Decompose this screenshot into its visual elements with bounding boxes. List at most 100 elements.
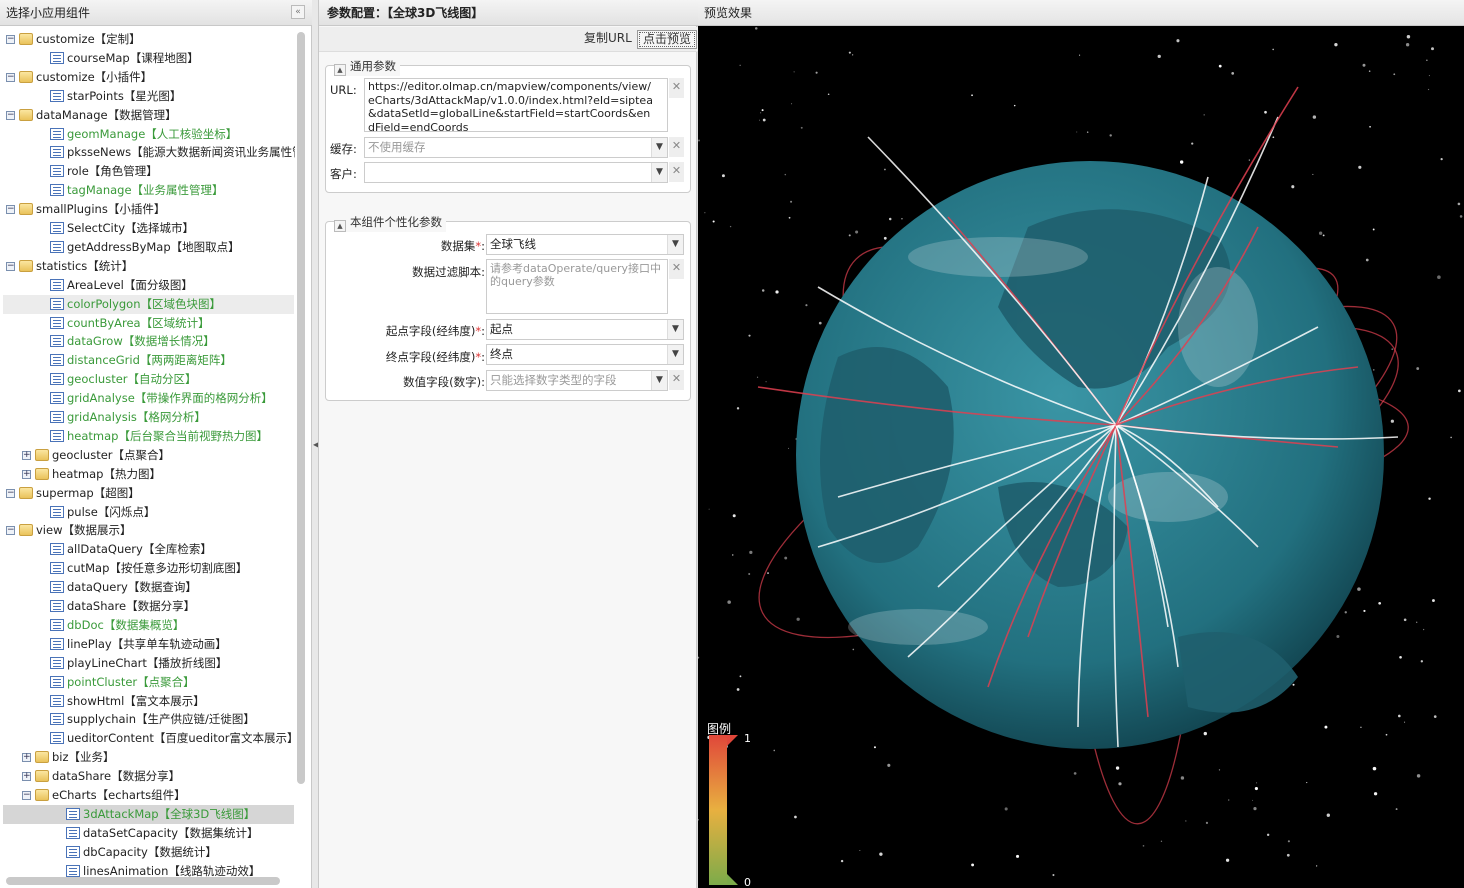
tree-folder[interactable]: + heatmap【热力图】 xyxy=(3,465,294,484)
star xyxy=(1218,64,1222,68)
globe-scene[interactable]: 图例 1 0 xyxy=(698,27,1464,888)
collapse-up-icon[interactable]: ▲ xyxy=(334,64,346,76)
star xyxy=(1306,782,1308,784)
tree-folder[interactable]: − supermap【超图】 xyxy=(3,484,294,503)
chevron-down-icon[interactable]: ▼ xyxy=(667,235,683,254)
panel-splitter[interactable]: ◀ xyxy=(312,0,320,888)
tree-folder[interactable]: − customize【小插件】 xyxy=(3,68,294,87)
tree-item[interactable]: dataShare【数据分享】 xyxy=(3,597,294,616)
tree-folder[interactable]: − dataManage【数据管理】 xyxy=(3,106,294,125)
tree-item[interactable]: cutMap【按任意多边形切割底图】 xyxy=(3,559,294,578)
tree-item[interactable]: pulse【闪烁点】 xyxy=(3,503,294,522)
expand-toggle-icon[interactable]: + xyxy=(22,771,31,782)
tree-item[interactable]: getAddressByMap【地图取点】 xyxy=(3,238,294,257)
tree-item[interactable]: allDataQuery【全库检索】 xyxy=(3,540,294,559)
tree-item[interactable]: SelectCity【选择城市】 xyxy=(3,219,294,238)
tree-folder[interactable]: + geocluster【点聚合】 xyxy=(3,446,294,465)
tree-item[interactable]: dbDoc【数据集概览】 xyxy=(3,616,294,635)
collapse-arrow-icon[interactable]: ◀ xyxy=(313,440,320,449)
tree-horizontal-scrollbar[interactable] xyxy=(6,877,280,885)
tree-item[interactable]: distanceGrid【两两距离矩阵】 xyxy=(3,351,294,370)
tree-folder[interactable]: − view【数据展示】 xyxy=(3,521,294,540)
end-field-select[interactable]: 终点 ▼ xyxy=(486,344,684,365)
tree-item[interactable]: pksseNews【能源大数据新闻资讯业务属性管理】 xyxy=(3,143,295,162)
cache-label: 缓存: xyxy=(330,142,357,156)
tree-folder[interactable]: − smallPlugins【小插件】 xyxy=(3,200,294,219)
tree-item[interactable]: pointCluster【点聚合】 xyxy=(3,673,294,692)
collapse-toggle-icon[interactable]: − xyxy=(6,204,15,215)
tree-folder[interactable]: + dataShare【数据分享】 xyxy=(3,767,294,786)
start-field-select[interactable]: 起点 ▼ xyxy=(486,319,684,340)
clear-url-icon[interactable]: ✕ xyxy=(669,78,684,98)
tree-item[interactable]: starPoints【星光图】 xyxy=(3,87,294,106)
url-field[interactable]: https://editor.olmap.cn/mapview/componen… xyxy=(364,78,668,132)
chevron-down-icon[interactable]: ▼ xyxy=(651,163,667,182)
tree-item[interactable]: geomManage【人工核验坐标】 xyxy=(3,125,294,144)
chevron-down-icon[interactable]: ▼ xyxy=(667,320,683,339)
tree-vertical-scrollbar[interactable] xyxy=(297,32,305,784)
collapse-toggle-icon[interactable]: − xyxy=(6,487,15,498)
chevron-down-icon[interactable]: ▼ xyxy=(667,345,683,364)
tree-item-label: dataGrow【数据增长情况】 xyxy=(67,334,215,349)
tree-item[interactable]: heatmap【后台聚合当前视野热力图】 xyxy=(3,427,294,446)
tree-folder[interactable]: − statistics【统计】 xyxy=(3,257,294,276)
expand-toggle-icon[interactable]: + xyxy=(22,468,31,479)
tree-folder[interactable]: + biz【业务】 xyxy=(3,748,294,767)
dataset-select[interactable]: 全球飞线 ▼ xyxy=(486,234,684,255)
collapse-up-icon[interactable]: ▲ xyxy=(334,220,346,232)
tree-item-label: linesAnimation【线路轨迹动效】 xyxy=(83,863,261,878)
collapse-toggle-icon[interactable]: − xyxy=(6,260,15,271)
tree-item[interactable]: geocluster【自动分区】 xyxy=(3,370,294,389)
tree-item[interactable]: gridAnalysis【格网分析】 xyxy=(3,408,294,427)
collapse-toggle-icon[interactable]: − xyxy=(6,109,15,120)
value-field-select[interactable]: 只能选择数字类型的字段 ▼ xyxy=(486,370,668,391)
collapse-toggle-icon[interactable]: − xyxy=(6,34,15,44)
star xyxy=(1203,731,1207,736)
clear-filter-icon[interactable]: ✕ xyxy=(669,259,684,279)
tree-item[interactable]: courseMap【课程地图】 xyxy=(3,49,294,68)
clear-client-icon[interactable]: ✕ xyxy=(669,162,684,182)
tree-item[interactable]: dataQuery【数据查询】 xyxy=(3,578,294,597)
tree-item[interactable]: 3dAttackMap【全球3D飞线图】 xyxy=(3,804,294,824)
tree-item[interactable]: AreaLevel【面分级图】 xyxy=(3,276,294,295)
collapse-toggle-icon[interactable]: − xyxy=(6,71,15,82)
chevron-down-icon[interactable]: ▼ xyxy=(651,138,667,157)
expand-toggle-icon[interactable]: + xyxy=(22,449,31,460)
tree-item[interactable]: dataSetCapacity【数据集统计】 xyxy=(3,824,294,843)
cache-select[interactable]: 不使用缓存 ▼ xyxy=(364,137,668,158)
tree-item[interactable]: dbCapacity【数据统计】 xyxy=(3,843,294,862)
tree-folder[interactable]: − customize【定制】 xyxy=(3,30,294,49)
tree-item-label: dataManage【数据管理】 xyxy=(36,107,177,122)
component-icon xyxy=(66,826,80,839)
star xyxy=(1362,63,1366,67)
tree-item[interactable]: playLineChart【播放折线图】 xyxy=(3,654,294,673)
expand-toggle-icon[interactable]: + xyxy=(22,752,31,763)
collapse-toggle-icon[interactable]: − xyxy=(6,525,15,536)
tree-item[interactable]: colorPolygon【区域色块图】 xyxy=(3,294,294,314)
star xyxy=(1142,845,1145,847)
tree-item[interactable]: showHtml【富文本展示】 xyxy=(3,692,294,711)
double-chevron-left-icon[interactable]: « xyxy=(291,5,305,19)
tree-item[interactable]: linePlay【共享单车轨迹动画】 xyxy=(3,635,294,654)
tree-item[interactable]: ueditorContent【百度ueditor富文本展示】 xyxy=(3,729,295,748)
filter-script-textarea[interactable]: 请参考dataOperate/query接口中的query参数 xyxy=(486,259,668,314)
client-select[interactable]: ▼ xyxy=(364,162,668,183)
legend-min-handle[interactable] xyxy=(727,874,738,885)
tree-item[interactable]: countByArea【区域统计】 xyxy=(3,314,294,333)
tree-folder[interactable]: − eCharts【echarts组件】 xyxy=(3,786,294,805)
tree-item-label: allDataQuery【全库检索】 xyxy=(67,542,212,557)
copy-url-button[interactable]: 复制URL xyxy=(584,31,632,45)
preview-button[interactable]: 点击预览 xyxy=(637,30,698,49)
star xyxy=(1073,772,1077,775)
tree-item[interactable]: supplychain【生产供应链/迁徙图】 xyxy=(3,710,294,729)
tree-item[interactable]: tagManage【业务属性管理】 xyxy=(3,181,294,200)
clear-cache-icon[interactable]: ✕ xyxy=(669,137,684,157)
collapse-toggle-icon[interactable]: − xyxy=(22,790,31,800)
tree-item[interactable]: dataGrow【数据增长情况】 xyxy=(3,332,294,351)
tree-item[interactable]: linesAnimation【线路轨迹动效】 xyxy=(3,862,294,880)
clear-value-field-icon[interactable]: ✕ xyxy=(669,370,684,390)
legend-max-handle[interactable] xyxy=(727,735,738,746)
chevron-down-icon[interactable]: ▼ xyxy=(651,371,667,390)
tree-item[interactable]: role【角色管理】 xyxy=(3,162,294,181)
tree-item[interactable]: gridAnalyse【带操作界面的格网分析】 xyxy=(3,389,294,408)
